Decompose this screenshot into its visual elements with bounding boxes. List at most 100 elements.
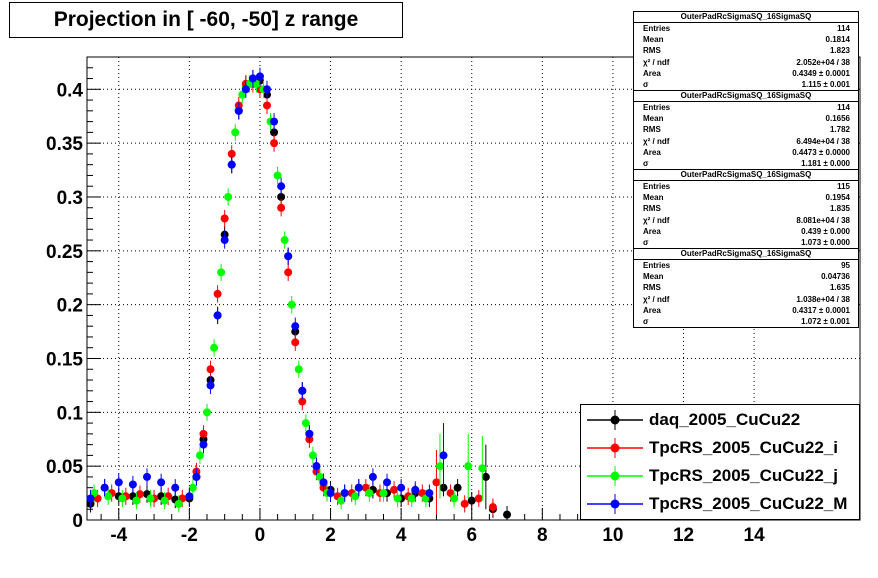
- stats-value: 1.115 ± 0.001: [801, 79, 850, 89]
- data-point: [192, 472, 201, 481]
- data-point: [284, 252, 293, 261]
- data-point: [488, 503, 497, 512]
- data-point: [227, 149, 236, 158]
- stats-label: Area: [643, 68, 661, 78]
- data-point: [248, 74, 257, 83]
- data-point: [340, 489, 349, 498]
- data-point: [114, 478, 123, 487]
- stats-label: RMS: [643, 283, 661, 293]
- data-point: [206, 365, 215, 374]
- stats-row: χ² / ndf 6.494e+04 / 38: [634, 136, 858, 147]
- data-point: [481, 472, 490, 481]
- y-tick-label: 0.2: [57, 296, 83, 317]
- stats-label: χ² / ndf: [643, 136, 670, 146]
- legend-entry: TpcRS_2005_CuCu22_i: [581, 434, 859, 462]
- stats-label: σ: [643, 316, 649, 326]
- stats-label: Mean: [643, 35, 664, 45]
- data-point: [220, 214, 229, 223]
- stats-label: RMS: [643, 125, 661, 135]
- data-point: [390, 485, 399, 494]
- data-point: [368, 472, 377, 481]
- data-point: [199, 440, 208, 449]
- x-tick-label: 4: [396, 525, 407, 546]
- data-point: [312, 462, 321, 471]
- stats-row: σ 1.115 ± 0.001: [634, 79, 858, 90]
- data-point: [143, 472, 152, 481]
- stats-label: Area: [643, 147, 661, 157]
- stats-box: OuterPadRcSigmaSQ_16SigmaSQ Entries 95 Mean…: [633, 248, 859, 329]
- stats-value: 1.038e+04 / 38: [796, 294, 850, 304]
- stats-row: Entries 115: [634, 181, 858, 192]
- stats-value: 1.073 ± 0.000: [801, 237, 850, 247]
- data-point: [185, 492, 194, 501]
- data-point: [464, 462, 473, 471]
- legend-label: TpcRS_2005_CuCu22_i: [649, 438, 838, 457]
- data-point: [379, 489, 388, 498]
- data-point: [213, 289, 222, 298]
- x-tick-label: -2: [181, 525, 198, 546]
- stats-row: σ 1.073 ± 0.000: [634, 237, 858, 248]
- stats-row: Area 0.4317 ± 0.0001: [634, 305, 858, 316]
- y-tick-label: 0.15: [46, 349, 83, 370]
- stats-row: Area 0.4473 ± 0.0000: [634, 147, 858, 158]
- stats-value: 0.4349 ± 0.0001: [792, 68, 850, 78]
- x-tick-label: 12: [673, 525, 694, 546]
- data-point: [146, 494, 155, 503]
- stats-row: σ 1.181 ± 0.000: [634, 158, 858, 169]
- data-point: [234, 106, 243, 115]
- stats-label: RMS: [643, 204, 661, 214]
- legend-entry: TpcRS_2005_CuCu22_M: [581, 490, 859, 518]
- data-point: [203, 408, 212, 417]
- stats-label: σ: [643, 79, 649, 89]
- stats-row: χ² / ndf 8.081e+04 / 38: [634, 215, 858, 226]
- legend-label: daq_2005_CuCu22: [649, 410, 801, 429]
- stats-value: 0.1954: [825, 193, 850, 203]
- stats-value: 115: [837, 182, 850, 191]
- data-point: [301, 419, 310, 428]
- data-point: [255, 72, 264, 81]
- legend: daq_2005_CuCu22 TpcRS_2005_CuCu22_i TpcRS_…: [580, 404, 860, 520]
- data-point: [337, 496, 346, 505]
- data-point: [467, 496, 476, 505]
- stats-value: 0.1656: [825, 114, 850, 124]
- stats-label: RMS: [643, 46, 661, 56]
- data-point: [298, 397, 307, 406]
- stats-value: 2.052e+04 / 38: [796, 57, 850, 67]
- data-point: [263, 85, 272, 94]
- data-point: [270, 139, 279, 148]
- stats-value: 95: [841, 261, 850, 270]
- data-point: [188, 483, 197, 492]
- stats-box: OuterPadRcSigmaSQ_16SigmaSQ Entries 114 Mea…: [633, 90, 859, 171]
- stats-row: Entries 114: [634, 23, 858, 34]
- legend-entry: TpcRS_2005_CuCu22_j: [581, 462, 859, 490]
- y-tick-label: 0: [72, 511, 83, 532]
- data-point: [425, 489, 434, 498]
- stats-label: σ: [643, 158, 649, 168]
- legend-label: TpcRS_2005_CuCu22_j: [649, 466, 838, 485]
- stats-value: 6.494e+04 / 38: [796, 136, 850, 146]
- data-point: [273, 171, 282, 180]
- stats-value: 0.1814: [825, 35, 850, 45]
- data-point: [213, 311, 222, 320]
- stats-value: 0.04736: [821, 272, 850, 282]
- x-tick-label: 0: [255, 525, 266, 546]
- stats-label: Entries: [643, 182, 671, 191]
- data-point: [280, 236, 289, 245]
- data-point: [326, 489, 335, 498]
- stats-label: Entries: [643, 261, 671, 270]
- data-point: [411, 485, 420, 494]
- data-point: [393, 494, 402, 503]
- data-point: [284, 268, 293, 277]
- data-point: [135, 490, 144, 499]
- stats-row: χ² / ndf 2.052e+04 / 38: [634, 57, 858, 68]
- stats-box-title: OuterPadRcSigmaSQ_16SigmaSQ: [634, 249, 858, 260]
- data-point: [365, 489, 374, 498]
- data-point: [383, 478, 392, 487]
- data-point: [104, 492, 113, 501]
- data-point: [157, 478, 166, 487]
- stats-box: OuterPadRcSigmaSQ_16SigmaSQ Entries 114 Mea…: [633, 11, 859, 92]
- chart-title: Projection in [ -60, -50] z range: [9, 2, 403, 38]
- legend-marker-icon: [587, 438, 643, 458]
- legend-marker-icon: [587, 494, 643, 514]
- data-point: [224, 192, 233, 201]
